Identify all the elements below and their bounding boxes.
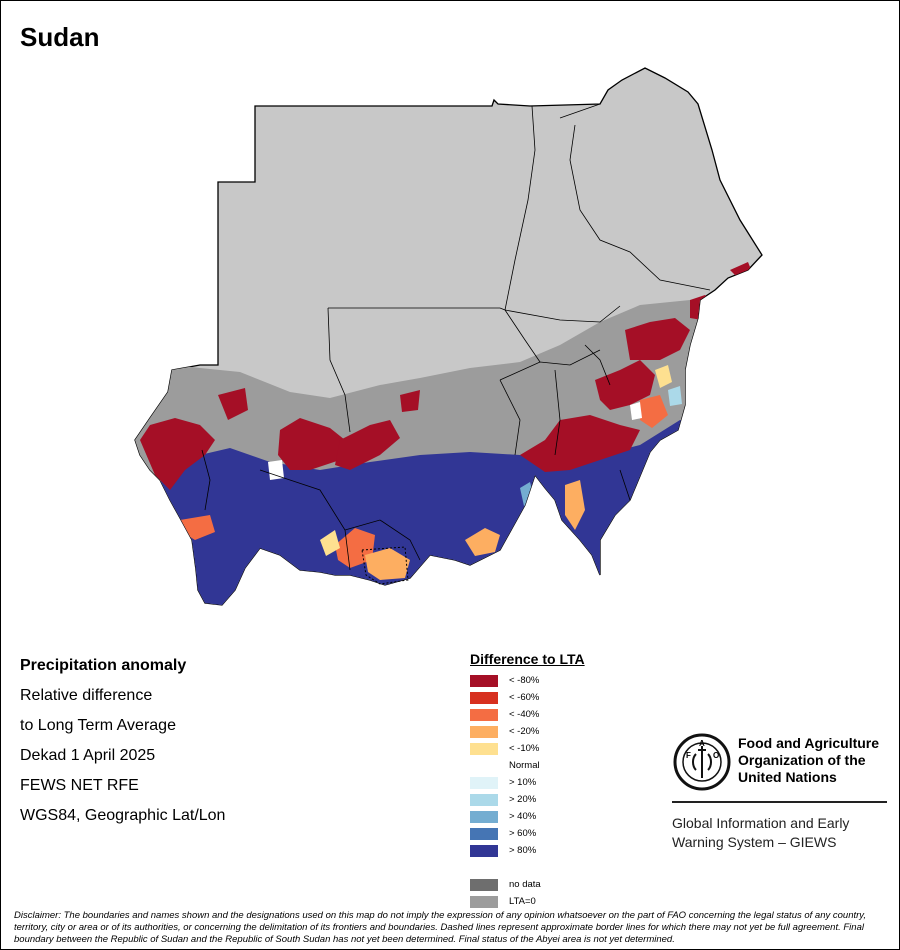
legend-rows: < -80% < -60% < -40% < -20% < -10% Normal > 10… (470, 673, 585, 911)
legend-title: Difference to LTA (470, 651, 585, 667)
legend-swatch (470, 828, 498, 840)
legend-swatch (470, 845, 498, 857)
fao-divider (672, 801, 887, 803)
legend-label: > 10% (509, 777, 537, 788)
fao-name-line2: Organization of the (738, 752, 866, 768)
info-period: Dekad 1 April 2025 (20, 747, 156, 764)
legend-swatch (470, 794, 498, 806)
legend-item: > 40% (470, 809, 585, 826)
legend-label: < -20% (509, 726, 540, 737)
legend-label: < -80% (509, 675, 540, 686)
moderate-dry-patches (180, 365, 682, 580)
legend-label: > 60% (509, 828, 537, 839)
legend-item: < -40% (470, 707, 585, 724)
sudan-map (134, 67, 763, 606)
legend-item: no data (470, 877, 585, 894)
legend-label: < -10% (509, 743, 540, 754)
legend-item: > 60% (470, 826, 585, 843)
map-info: Precipitation anomaly Relative differenc… (20, 655, 225, 835)
info-projection: WGS84, Geographic Lat/Lon (20, 807, 226, 824)
admin-boundaries (201, 105, 711, 571)
legend-swatch (470, 709, 498, 721)
legend-swatch (470, 896, 498, 908)
legend-label: < -60% (509, 692, 540, 703)
svg-text:F: F (686, 751, 691, 760)
legend-label: > 80% (509, 845, 537, 856)
legend-label: LTA=0 (509, 896, 536, 907)
info-source: FEWS NET RFE (20, 777, 139, 794)
halaib-boundary (559, 103, 601, 119)
legend-label: > 20% (509, 794, 537, 805)
legend-swatch (470, 777, 498, 789)
info-measure: Relative difference (20, 687, 153, 704)
legend-swatch (470, 675, 498, 687)
fao-name-line3: United Nations (738, 769, 837, 785)
dry-anomaly-patches (140, 262, 752, 490)
legend-item: < -10% (470, 741, 585, 758)
info-variable: Precipitation anomaly (20, 657, 187, 674)
legend-swatch (470, 879, 498, 891)
svg-text:O: O (713, 751, 719, 760)
map-title: Sudan (20, 22, 100, 52)
legend-label: no data (509, 879, 541, 890)
legend: Difference to LTA < -80% < -60% < -40% < -2… (470, 651, 585, 911)
giews-line2: Warning System – GIEWS (672, 834, 837, 850)
legend-label: Normal (509, 760, 540, 771)
legend-item: Normal (470, 758, 585, 775)
giews-line1: Global Information and Early (672, 815, 850, 831)
fao-logo-icon: F A O (673, 733, 731, 791)
legend-item: > 80% (470, 843, 585, 860)
abyei-dashed-boundary (361, 546, 409, 585)
legend-item: > 20% (470, 792, 585, 809)
fao-name-line1: Food and Agriculture (738, 735, 880, 751)
legend-item: < -80% (470, 673, 585, 690)
legend-swatch (470, 811, 498, 823)
disclaimer: Disclaimer: The boundaries and names sho… (14, 910, 866, 945)
legend-swatch (470, 692, 498, 704)
svg-text:A: A (699, 739, 705, 748)
fao-name: Food and Agriculture Organization of the… (738, 735, 879, 786)
legend-item: < -20% (470, 724, 585, 741)
legend-item: < -60% (470, 690, 585, 707)
info-measure-cont: to Long Term Average (20, 717, 176, 734)
giews-name: Global Information and Early Warning Sys… (672, 814, 849, 852)
legend-label: < -40% (509, 709, 540, 720)
legend-swatch (470, 726, 498, 738)
legend-swatch (470, 743, 498, 755)
legend-item: LTA=0 (470, 894, 585, 911)
legend-label: > 40% (509, 811, 537, 822)
legend-item: > 10% (470, 775, 585, 792)
legend-item (470, 860, 585, 877)
